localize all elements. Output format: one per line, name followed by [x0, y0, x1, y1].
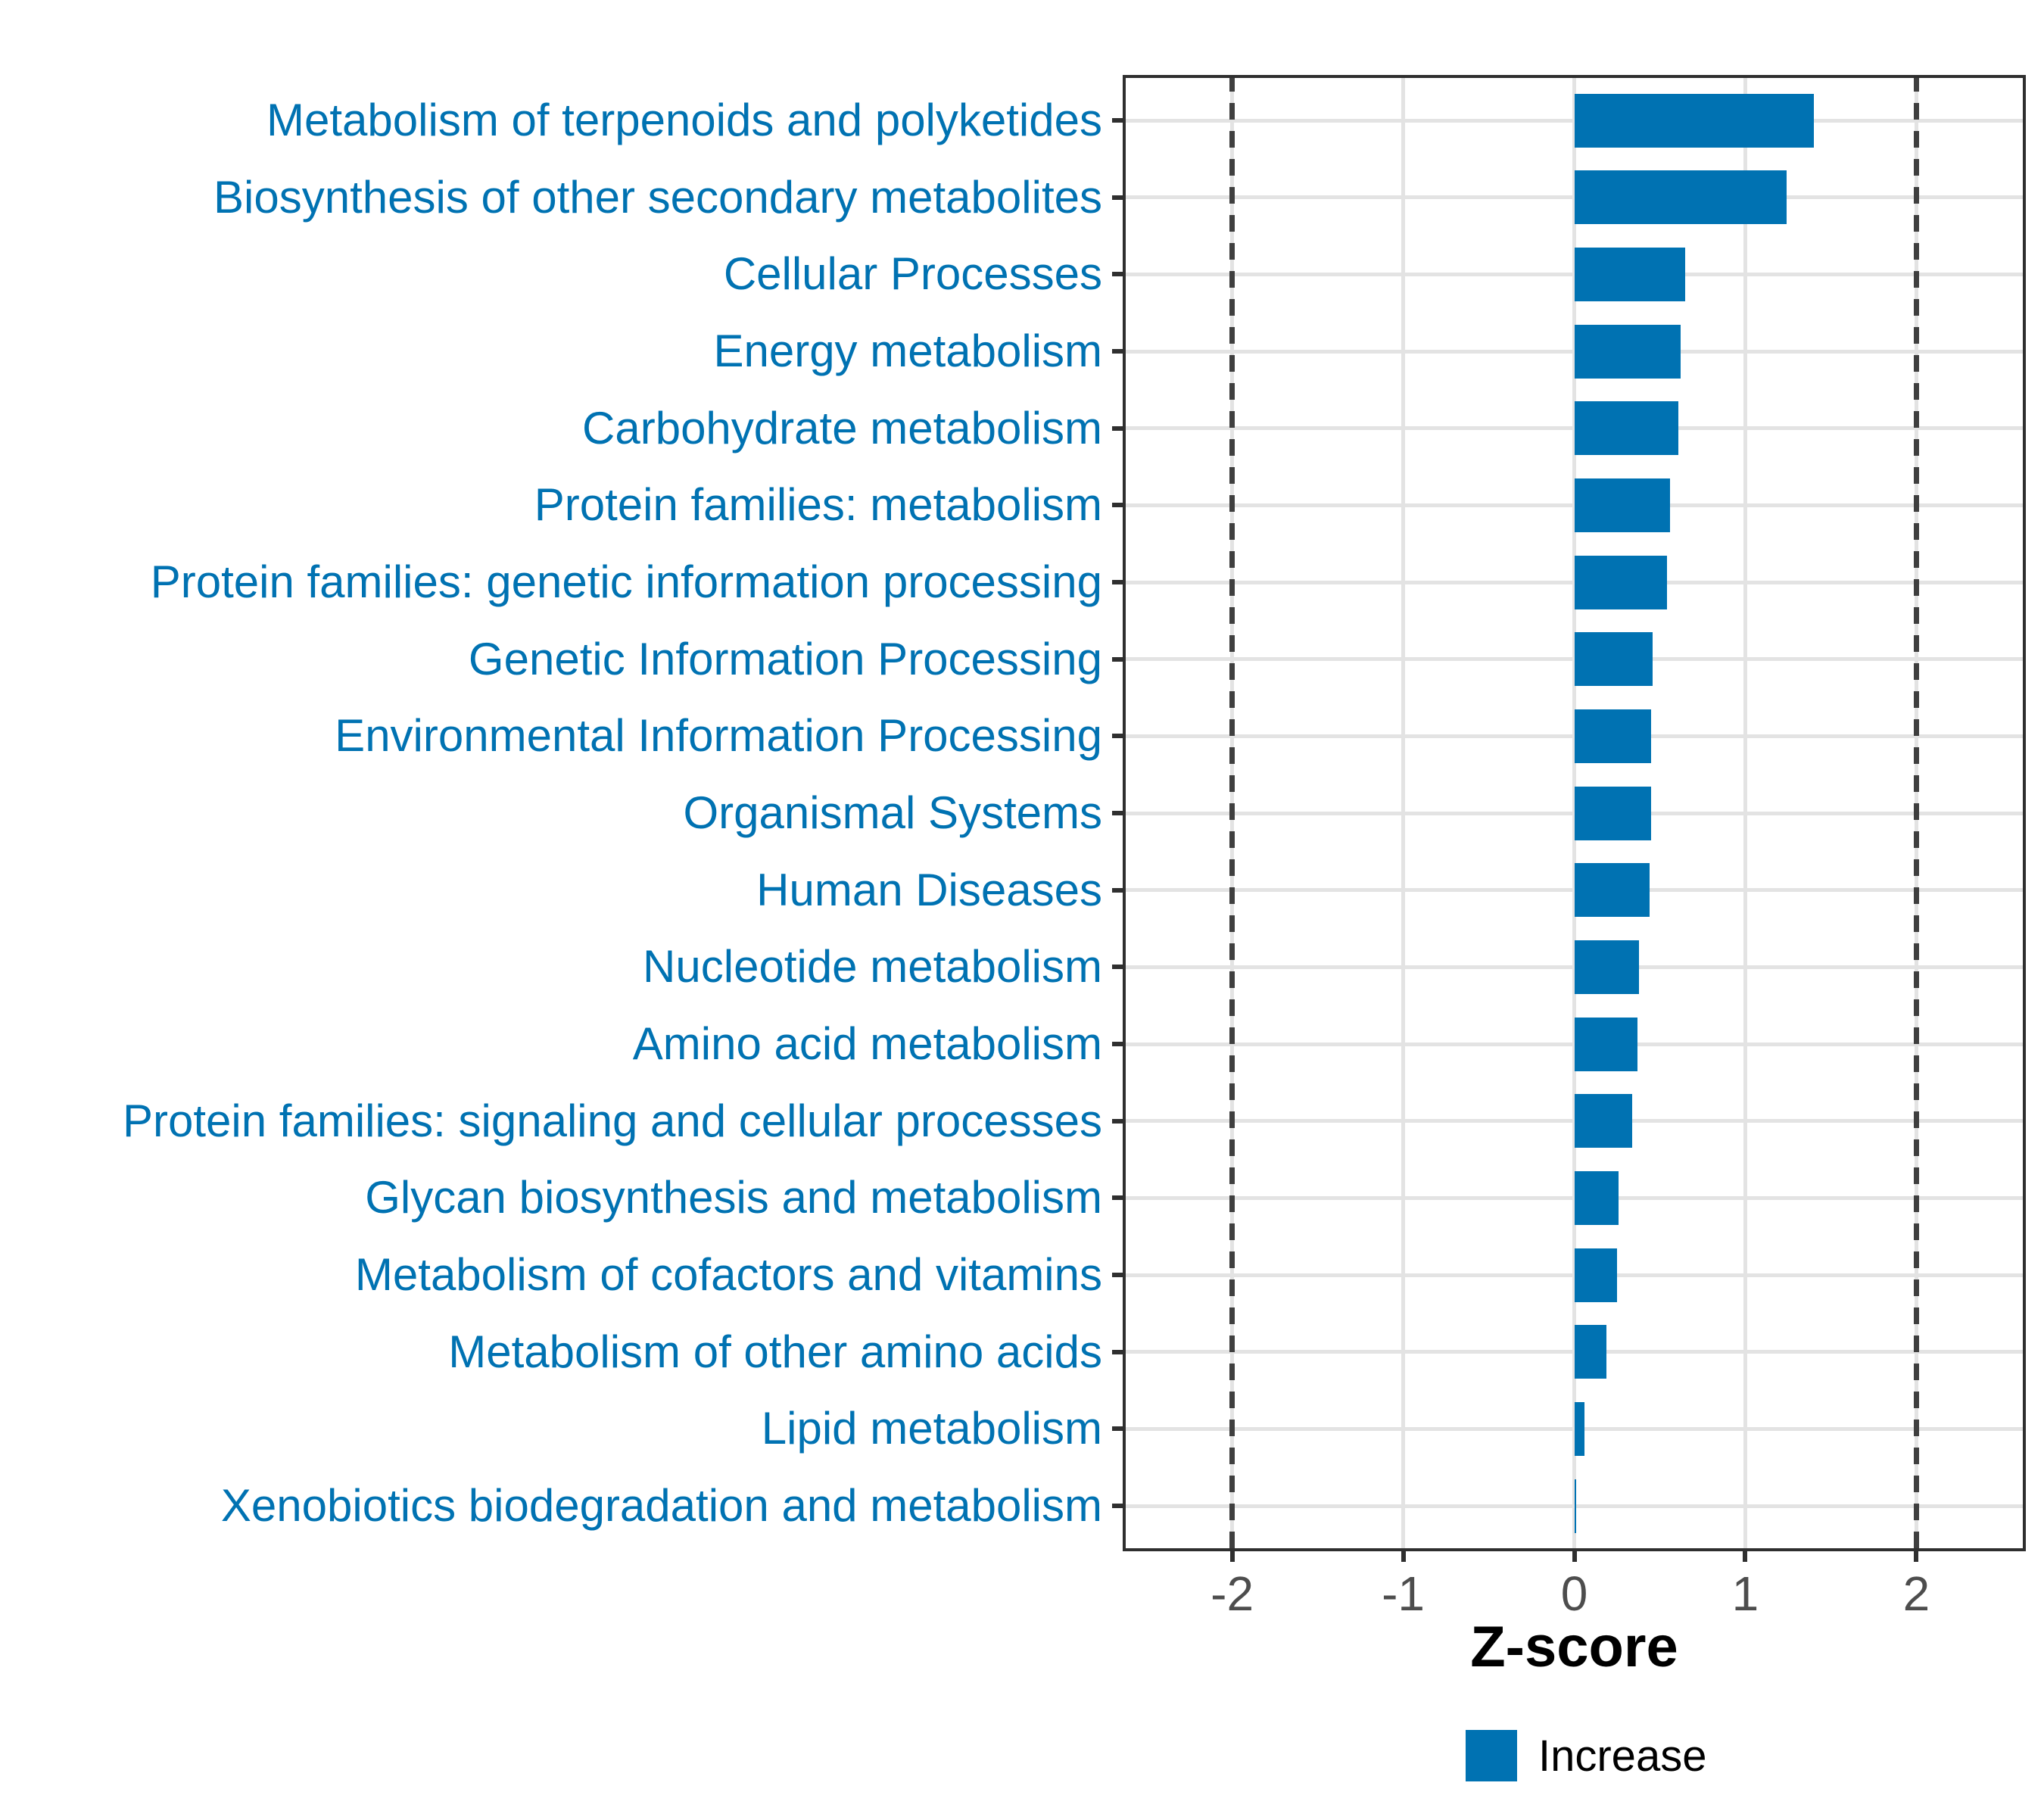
y-axis-tick — [1112, 580, 1123, 584]
legend-label-increase: Increase — [1538, 1731, 1707, 1781]
x-axis-tick — [1401, 1551, 1406, 1562]
bar — [1574, 863, 1650, 918]
y-axis-tick — [1112, 656, 1123, 662]
x-axis-tick — [1572, 1551, 1577, 1562]
category-label: Organismal Systems — [683, 787, 1102, 838]
bar — [1574, 1325, 1607, 1379]
y-axis-tick — [1112, 272, 1123, 277]
category-label: Lipid metabolism — [761, 1403, 1102, 1454]
y-axis-tick — [1112, 195, 1123, 200]
bar — [1574, 709, 1652, 763]
y-axis-tick — [1112, 118, 1123, 123]
bar — [1574, 93, 1814, 148]
x-tick-label: 1 — [1731, 1566, 1759, 1621]
y-axis-tick — [1112, 503, 1123, 508]
bar — [1574, 1017, 1638, 1071]
bar — [1574, 1094, 1633, 1148]
bar — [1574, 170, 1787, 225]
category-label: Glycan biosynthesis and metabolism — [365, 1172, 1102, 1223]
bar — [1574, 1479, 1576, 1533]
category-label: Genetic Information Processing — [468, 633, 1102, 684]
y-axis-tick — [1112, 887, 1123, 893]
bar — [1574, 632, 1653, 687]
category-label: Energy metabolism — [713, 326, 1102, 376]
plot-panel — [1123, 75, 2026, 1551]
bar — [1574, 324, 1681, 379]
category-label: Protein families: signaling and cellular… — [123, 1095, 1102, 1146]
y-axis-tick — [1112, 1118, 1123, 1124]
y-axis-tick — [1112, 1426, 1123, 1432]
x-tick-label: 0 — [1560, 1566, 1588, 1621]
bar — [1574, 1170, 1619, 1225]
y-axis-tick — [1112, 1273, 1123, 1277]
category-label: Xenobiotics biodegradation and metabolis… — [220, 1480, 1102, 1531]
y-axis-tick — [1112, 965, 1123, 970]
category-label: Amino acid metabolism — [632, 1018, 1102, 1069]
x-axis-tick — [1229, 1551, 1235, 1562]
x-axis-title: Z-score — [1470, 1615, 1678, 1679]
bar — [1574, 940, 1640, 994]
legend: Increase — [1466, 1730, 1706, 1781]
category-label: Biosynthesis of other secondary metaboli… — [213, 171, 1102, 223]
category-label: Protein families: metabolism — [534, 479, 1102, 531]
bar — [1574, 247, 1686, 301]
bar — [1574, 1248, 1617, 1302]
y-axis-tick — [1112, 349, 1123, 354]
y-axis-tick — [1112, 1195, 1123, 1201]
y-axis-tick — [1112, 1042, 1123, 1046]
dashed-reference-line — [1229, 75, 1235, 1551]
bar — [1574, 555, 1667, 609]
legend-swatch-increase — [1466, 1730, 1517, 1781]
category-label: Metabolism of other amino acids — [448, 1326, 1102, 1377]
x-tick-label: -1 — [1382, 1566, 1425, 1621]
bar — [1574, 478, 1671, 532]
bar — [1574, 401, 1679, 456]
category-label: Protein families: genetic information pr… — [150, 556, 1102, 607]
x-axis-tick — [1743, 1551, 1748, 1562]
y-axis-tick — [1112, 1504, 1123, 1508]
x-axis-tick — [1914, 1551, 1919, 1562]
category-label: Metabolism of terpenoids and polyketides — [266, 95, 1102, 145]
category-label: Metabolism of cofactors and vitamins — [354, 1249, 1102, 1300]
dashed-reference-line — [1913, 75, 1919, 1551]
category-label: Human Diseases — [756, 864, 1102, 915]
y-axis-tick — [1112, 1349, 1123, 1354]
category-label: Carbohydrate metabolism — [582, 402, 1102, 453]
x-tick-label: 2 — [1902, 1566, 1930, 1621]
bar — [1574, 786, 1652, 840]
y-axis-tick — [1112, 811, 1123, 815]
bar — [1574, 1401, 1585, 1456]
category-label: Cellular Processes — [723, 248, 1102, 300]
x-tick-label: -2 — [1211, 1566, 1254, 1621]
y-axis-tick — [1112, 425, 1123, 431]
category-label: Environmental Information Processing — [335, 710, 1102, 762]
y-axis-tick — [1112, 734, 1123, 739]
category-label: Nucleotide metabolism — [643, 941, 1102, 993]
